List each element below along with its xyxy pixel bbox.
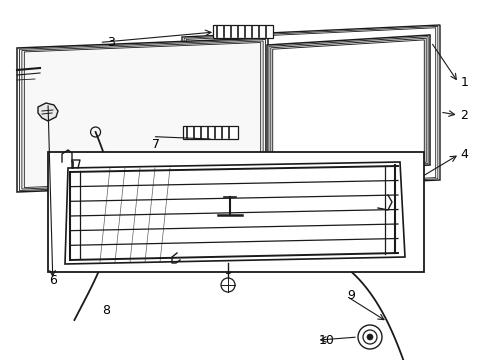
Polygon shape [266,35,429,175]
Bar [357,172,417,185]
Text: 6: 6 [49,274,57,287]
Bar [183,126,238,139]
Text: 5: 5 [224,264,232,277]
Text: 10: 10 [318,334,334,347]
Polygon shape [65,162,404,264]
Text: 8: 8 [102,304,110,317]
Polygon shape [38,103,58,121]
Text: 9: 9 [346,289,354,302]
Bar [213,25,272,38]
Polygon shape [17,38,267,192]
Text: 4: 4 [460,148,468,161]
Text: 3: 3 [107,36,115,49]
Bar [48,152,423,272]
Circle shape [366,334,372,340]
Text: 2: 2 [460,109,468,122]
Text: 7: 7 [151,138,159,151]
Circle shape [357,325,381,349]
Text: 1: 1 [460,76,468,89]
